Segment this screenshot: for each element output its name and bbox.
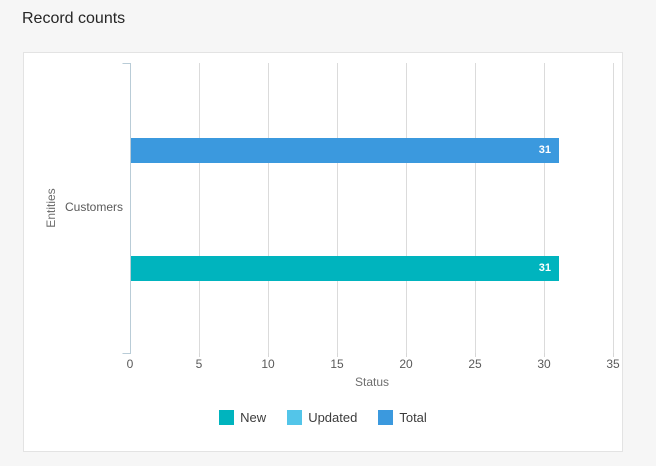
legend-swatch-total: [378, 410, 394, 425]
legend-swatch-new: [219, 410, 235, 425]
tick-mark: [199, 353, 200, 357]
x-tick-label: 25: [468, 357, 482, 371]
bar-value-label: 31: [538, 262, 551, 274]
tick-mark: [337, 353, 338, 357]
y-axis-line: [122, 63, 131, 354]
gridline: [475, 63, 476, 356]
gridline: [199, 63, 200, 356]
legend-label: New: [240, 410, 267, 425]
gridline: [337, 63, 338, 356]
tick-mark: [613, 353, 614, 357]
bar-total-customers[interactable]: 31: [131, 138, 559, 163]
x-tick-label: 30: [537, 357, 551, 371]
chart-title: Record counts: [22, 10, 126, 27]
gridline: [613, 63, 614, 356]
tick-mark: [544, 353, 545, 357]
x-tick-label: 0: [126, 357, 134, 371]
chart-panel: 31 0 31 Customers Entities 0 5 10 15 20 …: [23, 52, 623, 452]
legend-swatch-updated: [287, 410, 303, 425]
legend-label: Total: [399, 410, 427, 425]
gridline: [268, 63, 269, 356]
y-axis-title: Entities: [44, 188, 58, 228]
legend-item-updated: Updated: [287, 410, 357, 425]
x-tick-label: 5: [195, 357, 203, 371]
x-tick-label: 15: [330, 357, 344, 371]
tick-mark: [475, 353, 476, 357]
gridline: [544, 63, 545, 356]
legend-item-total: Total: [378, 410, 427, 425]
bar-new-customers[interactable]: 31: [131, 256, 559, 281]
legend-label: Updated: [308, 410, 358, 425]
tick-mark: [406, 353, 407, 357]
legend-item-new: New: [219, 410, 266, 425]
chart-legend: New Updated Total: [24, 410, 622, 425]
x-tick-label: 35: [606, 357, 620, 371]
category-label-customers: Customers: [64, 200, 123, 214]
x-tick-label: 10: [261, 357, 275, 371]
x-tick-label: 20: [399, 357, 413, 371]
x-axis-title: Status: [354, 375, 390, 389]
gridline: [406, 63, 407, 356]
bar-value-label: 31: [538, 144, 551, 156]
tick-mark: [268, 353, 269, 357]
